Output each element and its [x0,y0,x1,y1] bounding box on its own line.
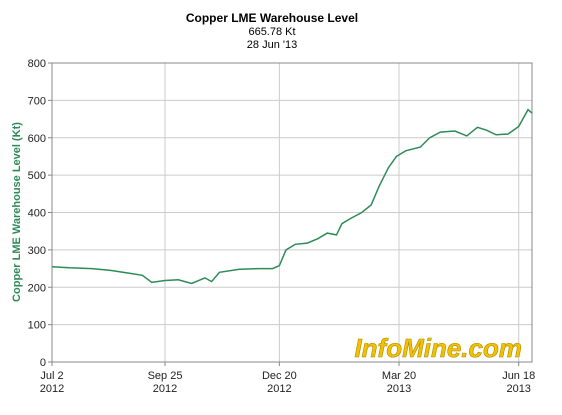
chart-title: Copper LME Warehouse Level [186,11,358,25]
x-tick-label: 2013 [506,383,530,395]
plot-frame [51,62,533,363]
watermark: InfoMine.com [354,333,522,363]
y-tick-label: 800 [28,58,46,70]
chart-subtitle: 28 Jun '13 [247,39,297,51]
x-tick-label: Dec 20 [262,370,297,382]
y-tick-label: 200 [28,282,46,294]
y-tick-label: 600 [28,133,46,145]
x-tick-label: 2013 [387,383,411,395]
y-tick-label: 500 [28,170,46,182]
y-tick-label: 0 [40,357,46,369]
x-tick-label: 2012 [40,383,64,395]
y-tick-label: 700 [28,95,46,107]
x-tick-label: Sep 25 [148,370,183,382]
x-tick-label: Jun 18 [502,370,535,382]
x-tick-label: Mar 20 [382,370,416,382]
y-tick-label: 100 [28,320,46,332]
y-tick-label: 400 [28,208,46,220]
data-line [51,108,533,285]
x-tick-label: Jul 2 [40,370,63,382]
x-tick-label: 2012 [267,383,291,395]
chart-subtitle: 665.78 Kt [248,26,295,38]
x-tick-label: 2012 [153,383,177,395]
y-tick-label: 300 [28,245,46,257]
y-axis-label: Copper LME Warehouse Level (Kt) [11,122,23,302]
